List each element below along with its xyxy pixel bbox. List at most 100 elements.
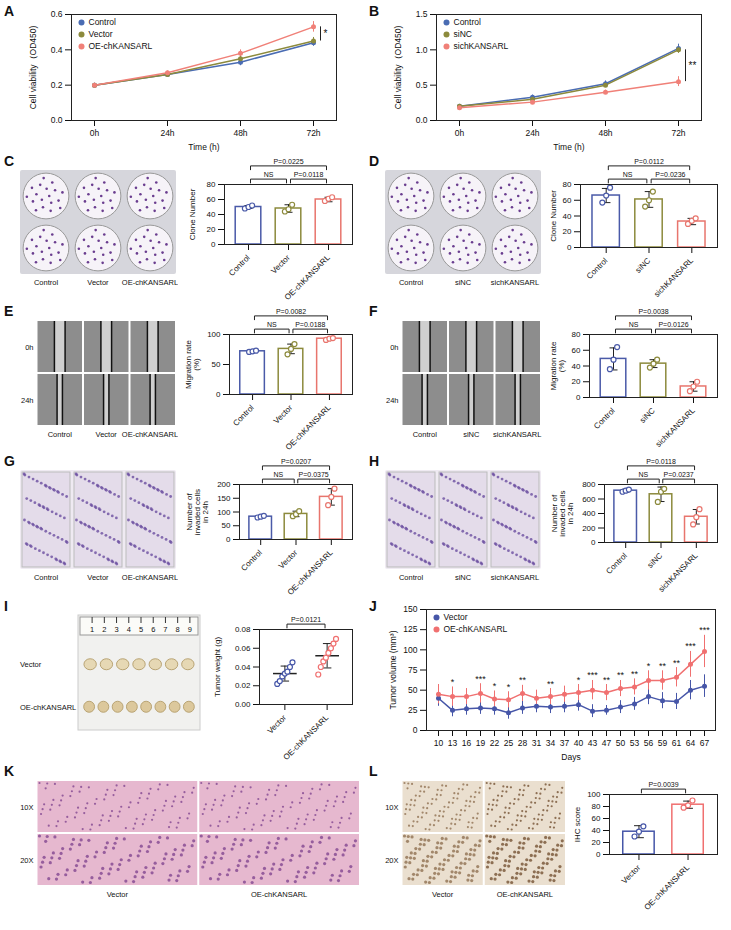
- svg-text:100: 100: [403, 645, 417, 655]
- svg-text:2: 2: [102, 625, 106, 634]
- svg-text:600: 600: [582, 495, 596, 504]
- svg-text:20: 20: [592, 838, 601, 847]
- svg-text:Control: Control: [231, 403, 256, 428]
- svg-text:NS: NS: [623, 171, 633, 178]
- svg-text:Cell viability（OD450): Cell viability（OD450): [28, 26, 38, 110]
- svg-text:0.4: 0.4: [51, 45, 63, 55]
- svg-text:Vector: Vector: [277, 548, 300, 571]
- svg-text:8: 8: [176, 625, 180, 634]
- svg-text:9: 9: [188, 625, 192, 634]
- svg-text:siNC: siNC: [454, 29, 472, 39]
- svg-text:20: 20: [563, 227, 572, 236]
- svg-text:siNC: siNC: [638, 406, 657, 425]
- svg-text:20X: 20X: [20, 856, 33, 865]
- svg-text:**: **: [689, 60, 697, 71]
- svg-text:P=0.0126: P=0.0126: [658, 321, 688, 328]
- svg-text:IHC score: IHC score: [573, 806, 582, 842]
- svg-text:60: 60: [563, 196, 572, 205]
- svg-text:0: 0: [413, 725, 418, 735]
- svg-text:Clone Number: Clone Number: [188, 188, 197, 240]
- svg-text:**: **: [519, 675, 527, 685]
- svg-text:25: 25: [504, 738, 514, 748]
- svg-text:19: 19: [476, 738, 486, 748]
- svg-text:**: **: [547, 679, 555, 689]
- svg-text:siNC: siNC: [455, 573, 472, 582]
- svg-text:Vector: Vector: [432, 890, 454, 899]
- svg-text:37: 37: [560, 738, 570, 748]
- svg-text:Control: Control: [454, 17, 482, 27]
- svg-text:Number ofinvaded cellsin 24h: Number ofinvaded cellsin 24h: [550, 490, 575, 536]
- svg-text:60: 60: [592, 814, 601, 823]
- svg-text:NS: NS: [273, 471, 283, 478]
- svg-text:10: 10: [434, 738, 444, 748]
- svg-text:OE-chKANSARL: OE-chKANSARL: [20, 703, 76, 712]
- svg-text:10X: 10X: [385, 803, 398, 812]
- svg-text:P=0.0112: P=0.0112: [634, 158, 664, 165]
- svg-text:NS: NS: [264, 171, 274, 178]
- svg-text:7: 7: [163, 625, 167, 634]
- svg-text:OE-chKANSARL: OE-chKANSARL: [122, 278, 178, 287]
- svg-text:OE-chKANSARL: OE-chKANSARL: [122, 573, 178, 582]
- svg-text:P=0.0038: P=0.0038: [638, 308, 668, 315]
- svg-text:56: 56: [644, 738, 654, 748]
- svg-text:sichKANSARL: sichKANSARL: [657, 551, 700, 594]
- svg-text:Control: Control: [34, 573, 59, 582]
- svg-text:24h: 24h: [160, 128, 174, 138]
- svg-text:Control: Control: [399, 573, 424, 582]
- svg-text:100: 100: [217, 508, 231, 517]
- svg-text:Control: Control: [399, 278, 424, 287]
- svg-text:50: 50: [616, 738, 626, 748]
- svg-text:sichKANSARL: sichKANSARL: [454, 41, 509, 51]
- svg-text:P=0.0375: P=0.0375: [299, 471, 329, 478]
- svg-text:3: 3: [114, 625, 118, 634]
- svg-text:25: 25: [408, 705, 418, 715]
- svg-text:*: *: [507, 682, 511, 692]
- svg-text:50: 50: [212, 360, 221, 369]
- svg-text:***: ***: [699, 625, 710, 635]
- svg-text:0.2: 0.2: [51, 80, 63, 90]
- svg-text:800: 800: [582, 480, 596, 489]
- svg-text:Control: Control: [239, 548, 264, 573]
- svg-text:Control: Control: [592, 406, 617, 431]
- svg-text:0: 0: [567, 243, 572, 252]
- svg-text:0h: 0h: [455, 128, 465, 138]
- svg-text:Tumor volume (mm³): Tumor volume (mm³): [388, 630, 398, 709]
- svg-text:Migration rate(%): Migration rate(%): [549, 341, 566, 390]
- svg-text:125: 125: [403, 624, 417, 634]
- svg-text:P=0.0121: P=0.0121: [291, 616, 321, 623]
- svg-text:0.02: 0.02: [235, 681, 251, 690]
- svg-text:61: 61: [672, 738, 682, 748]
- svg-text:Control: Control: [227, 253, 252, 278]
- svg-text:P=0.0188: P=0.0188: [295, 321, 325, 328]
- svg-text:sichKANSARL: sichKANSARL: [493, 430, 541, 439]
- svg-text:Vector: Vector: [620, 863, 643, 886]
- svg-text:0: 0: [226, 535, 231, 544]
- svg-text:Vector: Vector: [20, 660, 42, 669]
- svg-text:0: 0: [216, 390, 221, 399]
- svg-text:48h: 48h: [233, 128, 247, 138]
- svg-text:Days: Days: [561, 752, 580, 762]
- svg-text:Vector: Vector: [87, 573, 109, 582]
- svg-text:NS: NS: [629, 321, 639, 328]
- svg-text:0.00: 0.00: [235, 700, 251, 709]
- svg-text:Vector: Vector: [96, 430, 118, 439]
- svg-text:0: 0: [211, 240, 216, 249]
- svg-text:***: ***: [587, 670, 598, 680]
- svg-text:Control: Control: [34, 278, 59, 287]
- svg-text:1.0: 1.0: [416, 45, 428, 55]
- svg-text:OE-chKANSARL: OE-chKANSARL: [251, 890, 307, 899]
- svg-text:1.5: 1.5: [416, 9, 428, 19]
- svg-text:0.06: 0.06: [235, 644, 251, 653]
- svg-text:Control: Control: [413, 430, 438, 439]
- svg-text:47: 47: [602, 738, 612, 748]
- svg-text:100: 100: [587, 790, 601, 799]
- svg-text:*: *: [324, 28, 328, 39]
- svg-text:P=0.0039: P=0.0039: [648, 781, 678, 788]
- svg-text:Vector: Vector: [89, 29, 113, 39]
- svg-text:67: 67: [700, 738, 710, 748]
- svg-text:NS: NS: [638, 471, 648, 478]
- svg-text:72h: 72h: [306, 128, 320, 138]
- svg-text:OE-chKANSARL: OE-chKANSARL: [284, 403, 333, 452]
- svg-text:NS: NS: [267, 321, 277, 328]
- svg-text:40: 40: [592, 826, 601, 835]
